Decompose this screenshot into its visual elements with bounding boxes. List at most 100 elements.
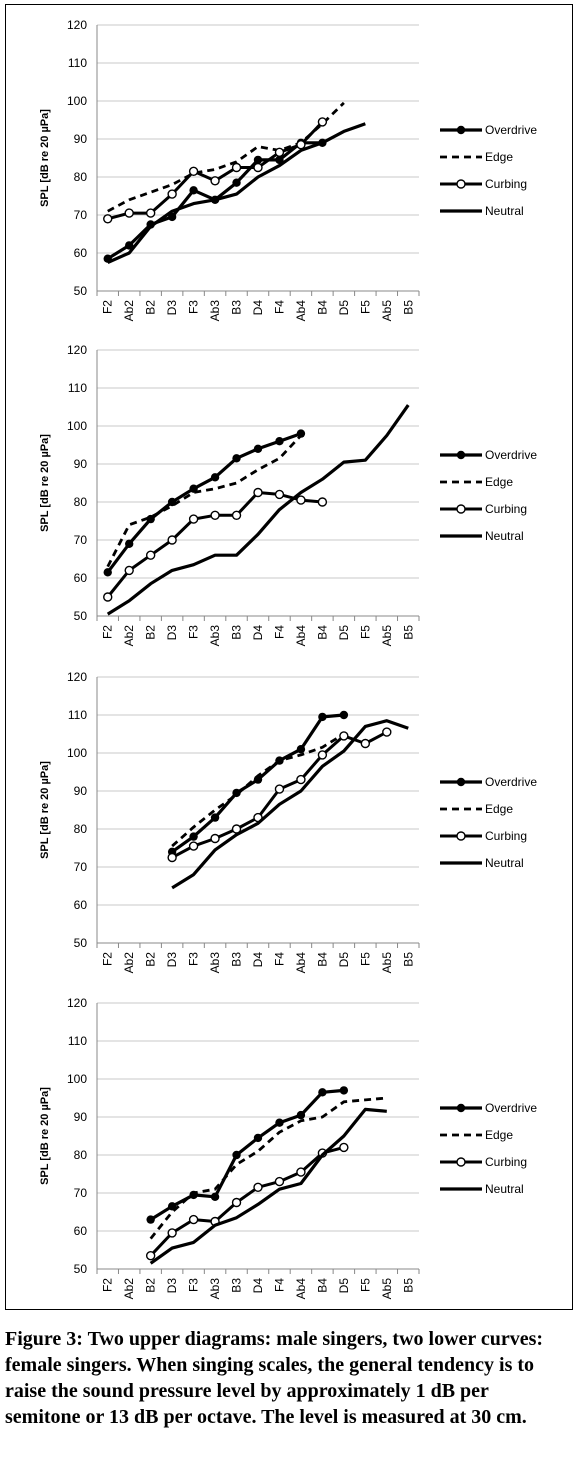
data-point [253, 1133, 263, 1143]
y-axis-title: SPL [dB re 20 µPa] [39, 761, 51, 859]
series-neutral: Neutral [106, 404, 524, 616]
y-axis-title: SPL [dB re 20 µPa] [39, 434, 51, 532]
y-tick-label: 70 [74, 533, 88, 547]
x-tick-label: F3 [187, 300, 201, 314]
x-tick-label: D4 [251, 1278, 265, 1294]
y-tick-label: 120 [67, 18, 87, 32]
y-tick-label: 120 [67, 670, 87, 684]
x-tick-label: D5 [337, 300, 351, 316]
y-tick-label: 80 [74, 822, 88, 836]
data-point [253, 444, 263, 453]
data-point [146, 514, 155, 524]
x-tick-label: B3 [230, 952, 244, 967]
data-point [232, 788, 241, 798]
data-point [145, 1250, 156, 1261]
data-point [210, 1192, 220, 1202]
series-line-neutral [149, 1107, 387, 1265]
series-line-curbing [107, 120, 324, 221]
series-line-curbing [171, 730, 388, 859]
x-tick-label: B4 [315, 952, 329, 967]
series-line-edge [171, 732, 345, 848]
data-point [275, 437, 284, 446]
data-point [317, 497, 328, 507]
legend-marker [456, 777, 466, 787]
y-tick-label: 70 [74, 860, 88, 874]
data-point [146, 1215, 155, 1224]
legend-marker [456, 1157, 466, 1167]
data-point [360, 738, 371, 749]
legend-label-neutral: Neutral [485, 1182, 524, 1196]
data-point [188, 1214, 199, 1225]
data-point [124, 208, 134, 218]
y-tick-label: 90 [74, 1110, 88, 1124]
y-axis-title: SPL [dB re 20 µPa] [39, 1087, 51, 1185]
x-tick-label: Ab4 [294, 952, 308, 974]
y-tick-label: 60 [74, 571, 88, 585]
x-tick-label: Ab5 [380, 625, 394, 647]
data-point [210, 473, 220, 482]
y-tick-label: 60 [74, 1224, 88, 1238]
x-tick-label: B5 [401, 300, 415, 315]
y-tick-label: 50 [74, 609, 88, 623]
legend-marker [456, 450, 466, 460]
series-line-curbing [149, 1145, 345, 1257]
data-point [274, 784, 285, 794]
x-tick-label: F2 [101, 625, 115, 639]
x-tick-label: B3 [230, 300, 244, 315]
series-neutral: Neutral [149, 1107, 524, 1265]
chart-panel-1: 50 60 70 80 90 100 110 120 F2 Ab2 B2 D3 F3 Ab3 B3 D4 F4 A… [39, 18, 537, 321]
data-point [318, 712, 327, 722]
series-line-overdrive [149, 1088, 345, 1221]
data-point [103, 214, 113, 224]
x-tick-label: D5 [337, 952, 351, 968]
series-curbing: Curbing [103, 117, 527, 224]
x-tick-label: Ab5 [380, 1278, 394, 1300]
x-tick-label: Ab2 [122, 625, 136, 647]
x-tick-label: Ab4 [294, 625, 308, 647]
x-tick-label: F2 [101, 300, 115, 314]
x-tick-label: D4 [251, 952, 265, 968]
x-tick-label: Ab2 [122, 1278, 136, 1300]
y-tick-label: 110 [68, 708, 87, 722]
x-tick-label: D3 [165, 1278, 179, 1294]
chart-panel-4: 50 60 70 80 90 100 110 120 F2 Ab2 B2 D3 F3 Ab3 B3 D4 F4 A… [39, 996, 537, 1299]
y-tick-label: 120 [67, 996, 87, 1010]
x-tick-label: B2 [144, 625, 158, 640]
data-point [189, 832, 198, 841]
data-point [275, 155, 284, 165]
legend-label-edge: Edge [485, 150, 513, 164]
legend-marker [456, 125, 466, 135]
y-tick-label: 90 [74, 784, 88, 798]
y-tick-label: 110 [68, 381, 87, 395]
data-point [253, 487, 263, 498]
data-point [317, 750, 328, 760]
series-curbing: Curbing [145, 1142, 527, 1261]
data-point [103, 592, 113, 602]
y-tick-label: 80 [74, 495, 88, 509]
series-neutral: Neutral [107, 122, 524, 264]
legend-label-curbing: Curbing [485, 1155, 527, 1169]
data-point [167, 212, 177, 222]
x-tick-label: F5 [358, 300, 372, 314]
legend-marker [456, 1103, 466, 1113]
data-point [103, 568, 112, 577]
data-point [210, 176, 220, 186]
data-point [296, 745, 306, 754]
y-tick-label: 120 [67, 343, 87, 357]
data-point [296, 1167, 306, 1177]
x-tick-label: Ab3 [208, 300, 222, 322]
data-point [296, 139, 306, 150]
figure-caption: Figure 3: Two upper diagrams: male singe… [5, 1328, 544, 1428]
y-tick-label: 100 [67, 94, 87, 108]
data-point [296, 1110, 306, 1120]
x-tick-label: F4 [272, 952, 286, 966]
data-point [339, 710, 349, 720]
data-point [382, 727, 392, 737]
x-tick-label: D3 [165, 300, 179, 316]
series-edge: Edge [149, 1096, 513, 1240]
legend-label-edge: Edge [485, 475, 513, 489]
y-tick-label: 100 [67, 1072, 87, 1086]
legend-label-curbing: Curbing [485, 502, 527, 516]
legend-label-edge: Edge [485, 1128, 513, 1142]
x-tick-label: F3 [187, 625, 201, 639]
